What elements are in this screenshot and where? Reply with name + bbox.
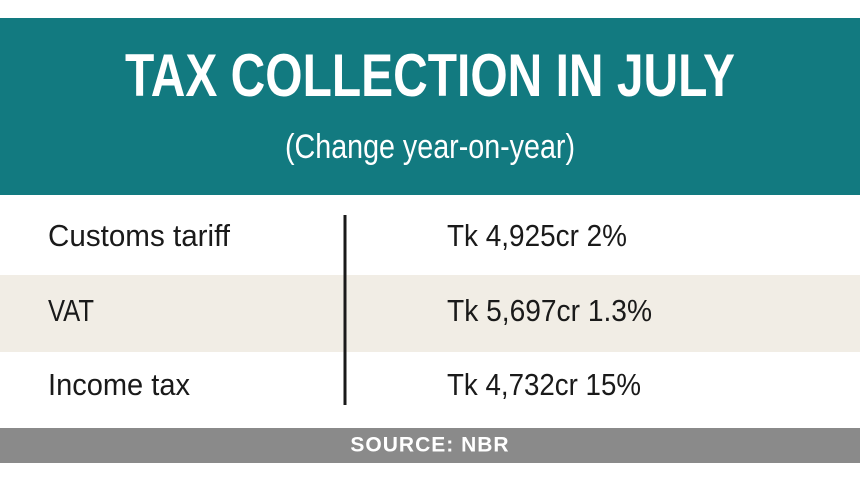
header-band: [0, 18, 860, 195]
source-band: [0, 428, 860, 463]
source: SOURCE: NBR: [350, 434, 509, 457]
row-bg: [0, 275, 860, 352]
subtitle: (Change year-on-year): [285, 128, 575, 166]
title: TAX COLLECTION IN JULY: [125, 42, 735, 109]
row-value: Tk 4,732cr 15%: [447, 367, 641, 402]
row-label: Customs tariff: [48, 218, 230, 253]
row-label: Income tax: [48, 367, 190, 402]
row-value: Tk 4,925cr 2%: [447, 218, 627, 253]
row-label: VAT: [48, 293, 94, 328]
row-value: Tk 5,697cr 1.3%: [447, 293, 652, 328]
row-bg: [0, 195, 860, 275]
row-bg: [0, 352, 860, 428]
